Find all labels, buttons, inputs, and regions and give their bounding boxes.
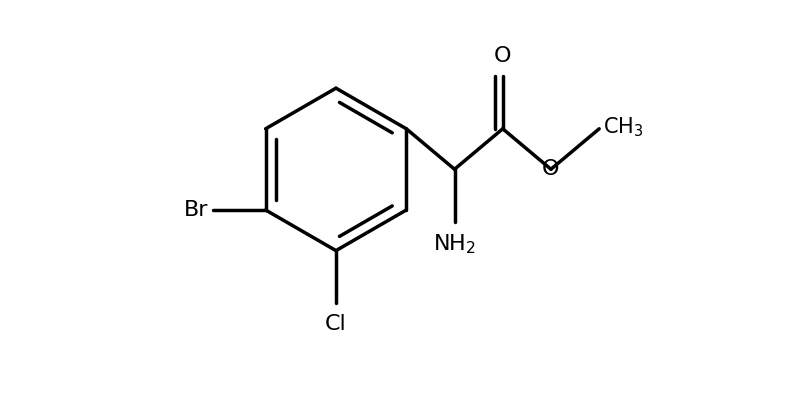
Text: NH$_2$: NH$_2$ xyxy=(433,232,476,256)
Text: O: O xyxy=(542,159,560,179)
Text: CH$_3$: CH$_3$ xyxy=(603,115,644,139)
Text: Br: Br xyxy=(184,200,209,220)
Text: Cl: Cl xyxy=(325,314,347,333)
Text: O: O xyxy=(494,46,511,66)
